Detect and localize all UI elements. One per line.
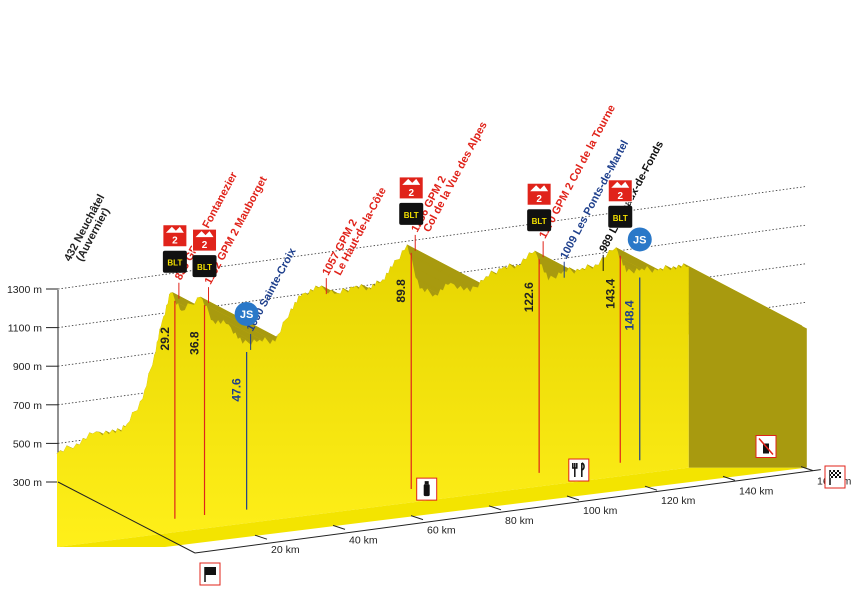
gpm-category: 2 — [617, 191, 623, 202]
sponsor-text: BLT — [167, 259, 182, 268]
sponsor-text: BLT — [404, 211, 419, 220]
x-tick-label: 100 km — [583, 505, 618, 517]
profile-base — [57, 467, 807, 547]
sponsor-text: BLT — [197, 263, 212, 272]
x-tick-label: 120 km — [661, 495, 696, 507]
y-tick-label: 500 m — [13, 438, 42, 450]
bottle-shape — [423, 484, 430, 497]
sprint-bg — [234, 301, 259, 326]
no-littering-icon — [755, 435, 777, 458]
flag-cloth — [205, 567, 216, 575]
gpm-category: 2 — [408, 188, 414, 199]
mountain-glyph — [402, 178, 421, 185]
x-tick-label: 40 km — [349, 534, 378, 546]
sponsor-bg — [399, 202, 424, 225]
sponsor-bg — [608, 205, 633, 228]
x-tick — [488, 505, 502, 511]
km-marker-label: 47.6 — [230, 378, 244, 402]
km-marker-label: 122.6 — [522, 282, 536, 312]
sponsor-bg — [527, 209, 552, 232]
gpm-category: 2 — [536, 194, 542, 205]
km-marker-label: 143.4 — [603, 278, 617, 308]
mountain-glyph — [195, 231, 214, 238]
finish-flag-icon — [824, 465, 846, 489]
start-flag-icon — [199, 562, 221, 586]
y-tick-label: 1300 m — [7, 284, 42, 296]
sprint-js-icon: JS — [627, 227, 652, 252]
gpm-2-icon: 2 — [162, 224, 188, 248]
km-marker-label: 29.2 — [158, 327, 172, 351]
x-tick — [722, 475, 736, 481]
x-tick — [644, 485, 658, 491]
blt-sponsor-icon: BLT — [527, 209, 552, 232]
x-axis-line — [194, 469, 821, 554]
depth-axis-line — [57, 481, 196, 554]
x-tick — [800, 466, 814, 472]
sprint-bg — [627, 227, 652, 252]
x-tick-label: 140 km — [739, 485, 774, 497]
sponsor-bg — [162, 250, 187, 273]
water-bottle-icon — [416, 477, 438, 501]
elevation-grid: 300 m 500 m 700 m 900 m 1100 m 1300 m — [7, 186, 807, 489]
gpm-category: 2 — [172, 236, 178, 247]
profile-front-face — [57, 244, 689, 547]
blt-sponsor-icon: BLT — [608, 205, 633, 228]
icon-frame — [568, 458, 590, 482]
km-markers: 29.2 36.8 47.6 89.8 122.6 143.4 148.4 — [158, 252, 641, 519]
sprint-text: JS — [240, 309, 253, 321]
gpm-2-icon: 2 — [192, 228, 218, 252]
x-tick-label: 80 km — [505, 515, 534, 527]
y-tick-label: 700 m — [13, 400, 42, 412]
elevation-profile — [56, 244, 807, 547]
feed-zone-icon — [568, 458, 590, 482]
y-tick-label: 300 m — [13, 477, 42, 489]
gpm-2-icon: 2 — [398, 176, 424, 200]
km-marker-label: 36.8 — [188, 331, 202, 355]
x-tick — [332, 524, 346, 530]
x-tick-label: 60 km — [427, 525, 456, 537]
mountain-glyph — [165, 226, 184, 233]
place-label: Col de la Vue des Alpes — [421, 120, 489, 234]
x-tick — [410, 515, 424, 521]
mountain-glyph — [611, 181, 630, 188]
km-marker-label: 89.8 — [394, 279, 408, 303]
blt-sponsor-icon: BLT — [162, 250, 187, 273]
profile-right-side — [688, 266, 807, 468]
flag-cloth — [830, 470, 841, 478]
x-tick — [254, 534, 268, 540]
mountain-glyph — [530, 185, 549, 192]
cutlery-glyph — [572, 462, 585, 478]
x-tick-label: 20 km — [271, 544, 300, 556]
gpm-2-icon: 2 — [526, 182, 552, 206]
y-tick-label: 900 m — [13, 361, 42, 373]
blt-sponsor-icon: BLT — [399, 202, 424, 225]
gpm-category: 2 — [202, 240, 208, 251]
profile-icons: 2 BLT 2 BLT JS 2 BLT 2 BLT 2 BLT JS — [162, 176, 846, 586]
y-tick-label: 1100 m — [8, 323, 42, 335]
prohibit-slash — [758, 438, 774, 455]
sprint-text: JS — [633, 234, 646, 246]
sponsor-text: BLT — [613, 214, 628, 223]
x-tick — [566, 495, 580, 501]
km-marker-label: 148.4 — [623, 300, 637, 330]
bottle-cap — [424, 481, 429, 485]
sprint-js-icon: JS — [234, 301, 259, 326]
blt-sponsor-icon: BLT — [192, 255, 217, 278]
bin-glyph — [763, 443, 769, 454]
sponsor-bg — [192, 255, 217, 278]
gpm-2-icon: 2 — [607, 179, 633, 203]
sponsor-text: BLT — [532, 217, 547, 226]
